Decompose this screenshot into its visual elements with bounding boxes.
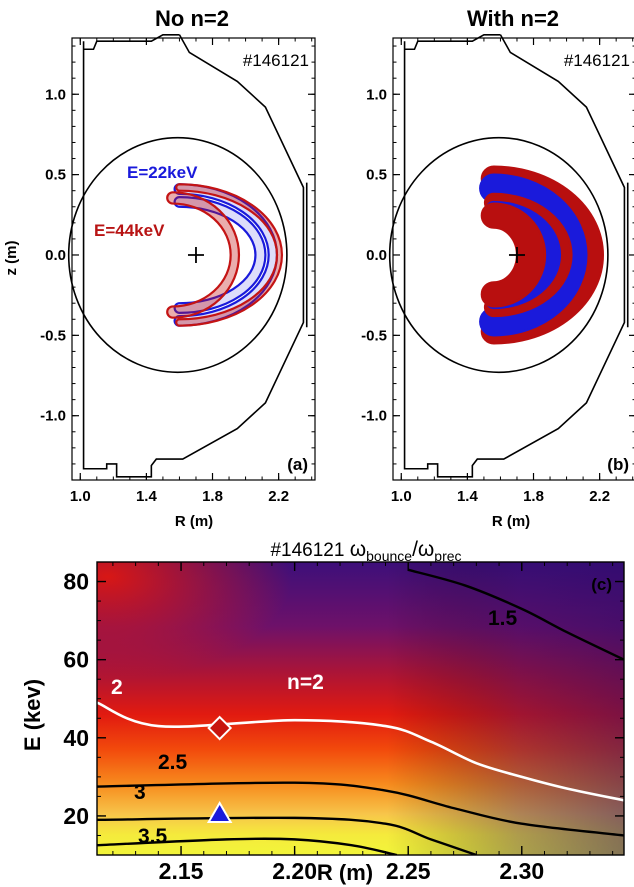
vessel-wall-top bbox=[83, 33, 180, 51]
c-ytick-label: 60 bbox=[63, 647, 89, 673]
panel-a: No n=2 #146121 (a) z (m) R (m) 1.0 1.4 1.8… bbox=[3, 6, 316, 530]
xtick-label: 1.4 bbox=[457, 488, 479, 505]
panel-c-diamond-marker bbox=[207, 715, 233, 741]
panel-b: With n=2 #146121 (b) R (m) 1.0 1.4 1.8 2.2 … bbox=[361, 6, 634, 530]
panel-c-title-prefix: #146121 bbox=[270, 540, 349, 561]
c-ytick-label: 80 bbox=[63, 569, 89, 595]
panel-a-annotation-e44: E=44keV bbox=[94, 221, 165, 240]
panel-b-letter: (b) bbox=[607, 455, 629, 474]
panel-a-shot-label: #146121 bbox=[243, 51, 309, 70]
panel-a-magnetic-axis-marker bbox=[187, 246, 204, 263]
ytick-label: 0.5 bbox=[45, 167, 66, 184]
panel-c-xlabel: R (m) bbox=[317, 860, 373, 885]
panel-a-title: No n=2 bbox=[155, 6, 229, 31]
xtick-label: 1.0 bbox=[70, 488, 91, 505]
panel-a-annotation-e22: E=22keV bbox=[127, 163, 198, 182]
contour-label-n2: n=2 bbox=[287, 671, 324, 694]
orbit-band-inner-red bbox=[480, 202, 547, 308]
c-xtick-label: 2.25 bbox=[386, 858, 431, 884]
panel-c-ylabel: E (kev) bbox=[20, 679, 45, 751]
panel-a-frame bbox=[71, 37, 316, 481]
xtick-label: 1.8 bbox=[523, 488, 544, 505]
orbit-e44-inner bbox=[166, 191, 240, 319]
panel-b-minor-ticks bbox=[393, 38, 634, 480]
orbit-e22-inner bbox=[173, 196, 267, 314]
panel-a-vessel-wall bbox=[82, 34, 305, 478]
panel-c-title-sub1: bounce bbox=[366, 548, 412, 564]
xtick-label: 1.8 bbox=[202, 488, 223, 505]
panel-b-shot-label: #146121 bbox=[564, 51, 630, 70]
contour-2 bbox=[97, 701, 624, 802]
ytick-label: 1.0 bbox=[45, 86, 66, 103]
panel-a-orbits bbox=[166, 183, 283, 327]
contour-label-2: 2 bbox=[111, 676, 123, 699]
panel-b-frame bbox=[392, 37, 634, 481]
contour-2.5 bbox=[97, 781, 624, 837]
orbit-e44-outer bbox=[175, 183, 283, 327]
panel-c: #146121 ωbounce/ωprec 2.15 2.20 2.25 2.30 2… bbox=[20, 538, 625, 885]
ytick-label: -0.5 bbox=[40, 327, 66, 344]
panel-b-xticks: 1.0 1.4 1.8 2.2 bbox=[391, 38, 610, 505]
contour-label-2.5: 2.5 bbox=[158, 751, 188, 774]
ytick-label: -0.5 bbox=[361, 327, 387, 344]
panel-b-vessel-wall bbox=[403, 34, 626, 478]
ytick-label: -1.0 bbox=[361, 408, 387, 425]
c-xtick-label: 2.15 bbox=[159, 858, 204, 884]
panel-a-yticks: 1.0 0.5 0.0 -0.5 -1.0 bbox=[40, 86, 315, 425]
contour-label-1.5: 1.5 bbox=[488, 607, 518, 630]
xtick-label: 2.2 bbox=[589, 488, 610, 505]
panel-c-frame bbox=[96, 561, 625, 856]
c-xtick-label: 2.30 bbox=[499, 858, 544, 884]
contour-1.5 bbox=[407, 568, 624, 661]
ytick-label: 0.5 bbox=[366, 167, 387, 184]
c-ytick-label: 20 bbox=[63, 803, 89, 829]
panel-a-minor-ticks bbox=[72, 38, 315, 480]
xtick-label: 2.2 bbox=[268, 488, 289, 505]
ytick-label: 0.0 bbox=[366, 247, 387, 264]
contour-3 bbox=[97, 816, 477, 855]
ytick-label: 1.0 bbox=[366, 86, 387, 103]
panel-c-title-omega: ω bbox=[350, 538, 366, 561]
panel-a-ylabel: z (m) bbox=[3, 241, 20, 276]
xtick-label: 1.0 bbox=[391, 488, 412, 505]
panel-c-xticks: 2.15 2.20 2.25 2.30 bbox=[112, 562, 614, 884]
c-xtick-label: 2.20 bbox=[272, 858, 317, 884]
xtick-label: 1.4 bbox=[136, 488, 158, 505]
contour-label-3: 3 bbox=[134, 781, 146, 804]
panel-a-xlabel: R (m) bbox=[175, 513, 213, 530]
panel-b-orbits bbox=[479, 165, 605, 345]
panel-b-plasma-boundary bbox=[388, 136, 609, 374]
panel-b-yticks: 1.0 0.5 0.0 -0.5 -1.0 bbox=[361, 86, 634, 425]
panel-b-xlabel: R (m) bbox=[492, 513, 530, 530]
panel-a-plasma-boundary bbox=[67, 136, 288, 374]
panel-c-contours bbox=[97, 568, 624, 855]
c-ytick-label: 40 bbox=[63, 725, 89, 751]
contour-3.5 bbox=[97, 837, 398, 855]
panel-a-letter: (a) bbox=[287, 455, 308, 474]
panel-c-title-sep: /ω bbox=[412, 538, 434, 561]
vessel-wall-top bbox=[404, 33, 501, 51]
panel-c-title: #146121 ωbounce/ωprec bbox=[270, 538, 461, 564]
panel-c-yticks: 20 40 60 80 bbox=[63, 561, 624, 836]
panel-b-title: With n=2 bbox=[467, 6, 559, 31]
panel-b-magnetic-axis-marker bbox=[508, 246, 525, 263]
ytick-label: 0.0 bbox=[45, 247, 66, 264]
panel-c-title-sub2: prec bbox=[434, 548, 461, 564]
panel-c-letter: (c) bbox=[591, 575, 612, 594]
panel-c-heatmap bbox=[97, 562, 624, 855]
ytick-label: -1.0 bbox=[40, 408, 66, 425]
contour-label-3.5: 3.5 bbox=[138, 825, 168, 848]
panel-c-triangle-marker bbox=[206, 800, 233, 823]
